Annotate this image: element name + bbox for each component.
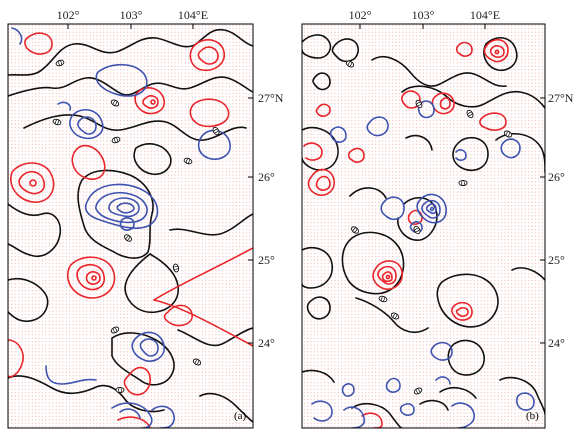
lon-label-104e: 104°E — [470, 8, 500, 22]
panel-b-zero-contours — [302, 34, 545, 428]
panel-b-tick-marks — [359, 24, 545, 344]
lon-label-104e: 104°E — [178, 8, 208, 22]
lat-label-27n: 27°N — [258, 91, 284, 105]
zero-contour-label: 0 — [461, 179, 465, 188]
panel-b-negative-contours — [311, 100, 535, 428]
zero-contour-label: 0 — [346, 59, 354, 69]
lon-label-102: 102° — [57, 8, 80, 22]
panel-b: 0 0 0 0 0 0 0 0 0 0 102° 103° — [301, 8, 574, 429]
zero-contour-label: 0 — [391, 311, 399, 321]
zero-contour-label: 0 — [113, 135, 120, 145]
zero-contour-label: 0 — [193, 357, 201, 367]
zero-contour-label: 0 — [504, 129, 512, 139]
lon-label-103: 103° — [412, 8, 435, 22]
zero-contour-label: 0 — [211, 127, 221, 135]
lat-label-27n: 27°N — [548, 91, 574, 105]
panel-a-tick-marks — [67, 24, 253, 344]
zero-contour-label: 0 — [118, 386, 122, 395]
panel-a-latitude-labels: 27°N 26° 25° 24° — [258, 91, 284, 350]
zero-contour-label: 0 — [379, 294, 386, 304]
lat-label-25: 25° — [548, 253, 565, 267]
lat-label-24: 24° — [258, 336, 275, 350]
panel-a-zero-labels: 0 0 0 0 0 0 0 0 0 0 0 — [52, 58, 221, 395]
zero-contour-label: 0 — [171, 265, 181, 271]
lat-label-26: 26° — [548, 170, 565, 184]
panel-a-negative-contours — [11, 27, 231, 428]
panel-b-zero-labels: 0 0 0 0 0 0 0 0 0 0 — [345, 59, 513, 396]
lat-label-25: 25° — [258, 253, 275, 267]
zero-contour-label: 0 — [350, 225, 359, 234]
panel-a-letter: (a) — [234, 410, 247, 422]
lon-label-102: 102° — [349, 8, 372, 22]
zero-contour-label: 0 — [465, 110, 475, 118]
panel-b-longitude-labels: 102° 103° 104°E — [349, 8, 500, 22]
panel-b-letter: (b) — [526, 410, 539, 422]
zero-contour-label: 0 — [412, 226, 422, 234]
panel-b-stipple-background — [302, 24, 545, 428]
zero-contour-label: 0 — [414, 386, 422, 396]
panel-a: 0 0 0 0 0 0 0 0 0 0 0 102 — [7, 8, 284, 429]
panel-a-longitude-labels: 102° 103° 104°E — [57, 8, 208, 22]
zero-contour-label: 0 — [111, 98, 119, 108]
lat-label-26: 26° — [258, 170, 275, 184]
zero-contour-label: 0 — [414, 100, 424, 108]
panel-b-positive-contours — [303, 38, 509, 428]
panel-a-zero-contours — [8, 28, 253, 423]
lon-label-103: 103° — [120, 8, 143, 22]
zero-contour-label: 0 — [57, 58, 64, 68]
zero-contour-label: 0 — [53, 117, 60, 127]
zero-contour-label: 0 — [184, 156, 191, 166]
lat-label-24: 24° — [548, 336, 565, 350]
panel-a-positive-contours — [8, 32, 253, 428]
panel-b-latitude-labels: 27°N 26° 25° 24° — [548, 91, 574, 350]
zero-contour-label: 0 — [123, 233, 132, 242]
panel-a-stipple-background — [8, 24, 253, 428]
zero-contour-label: 0 — [111, 325, 119, 335]
